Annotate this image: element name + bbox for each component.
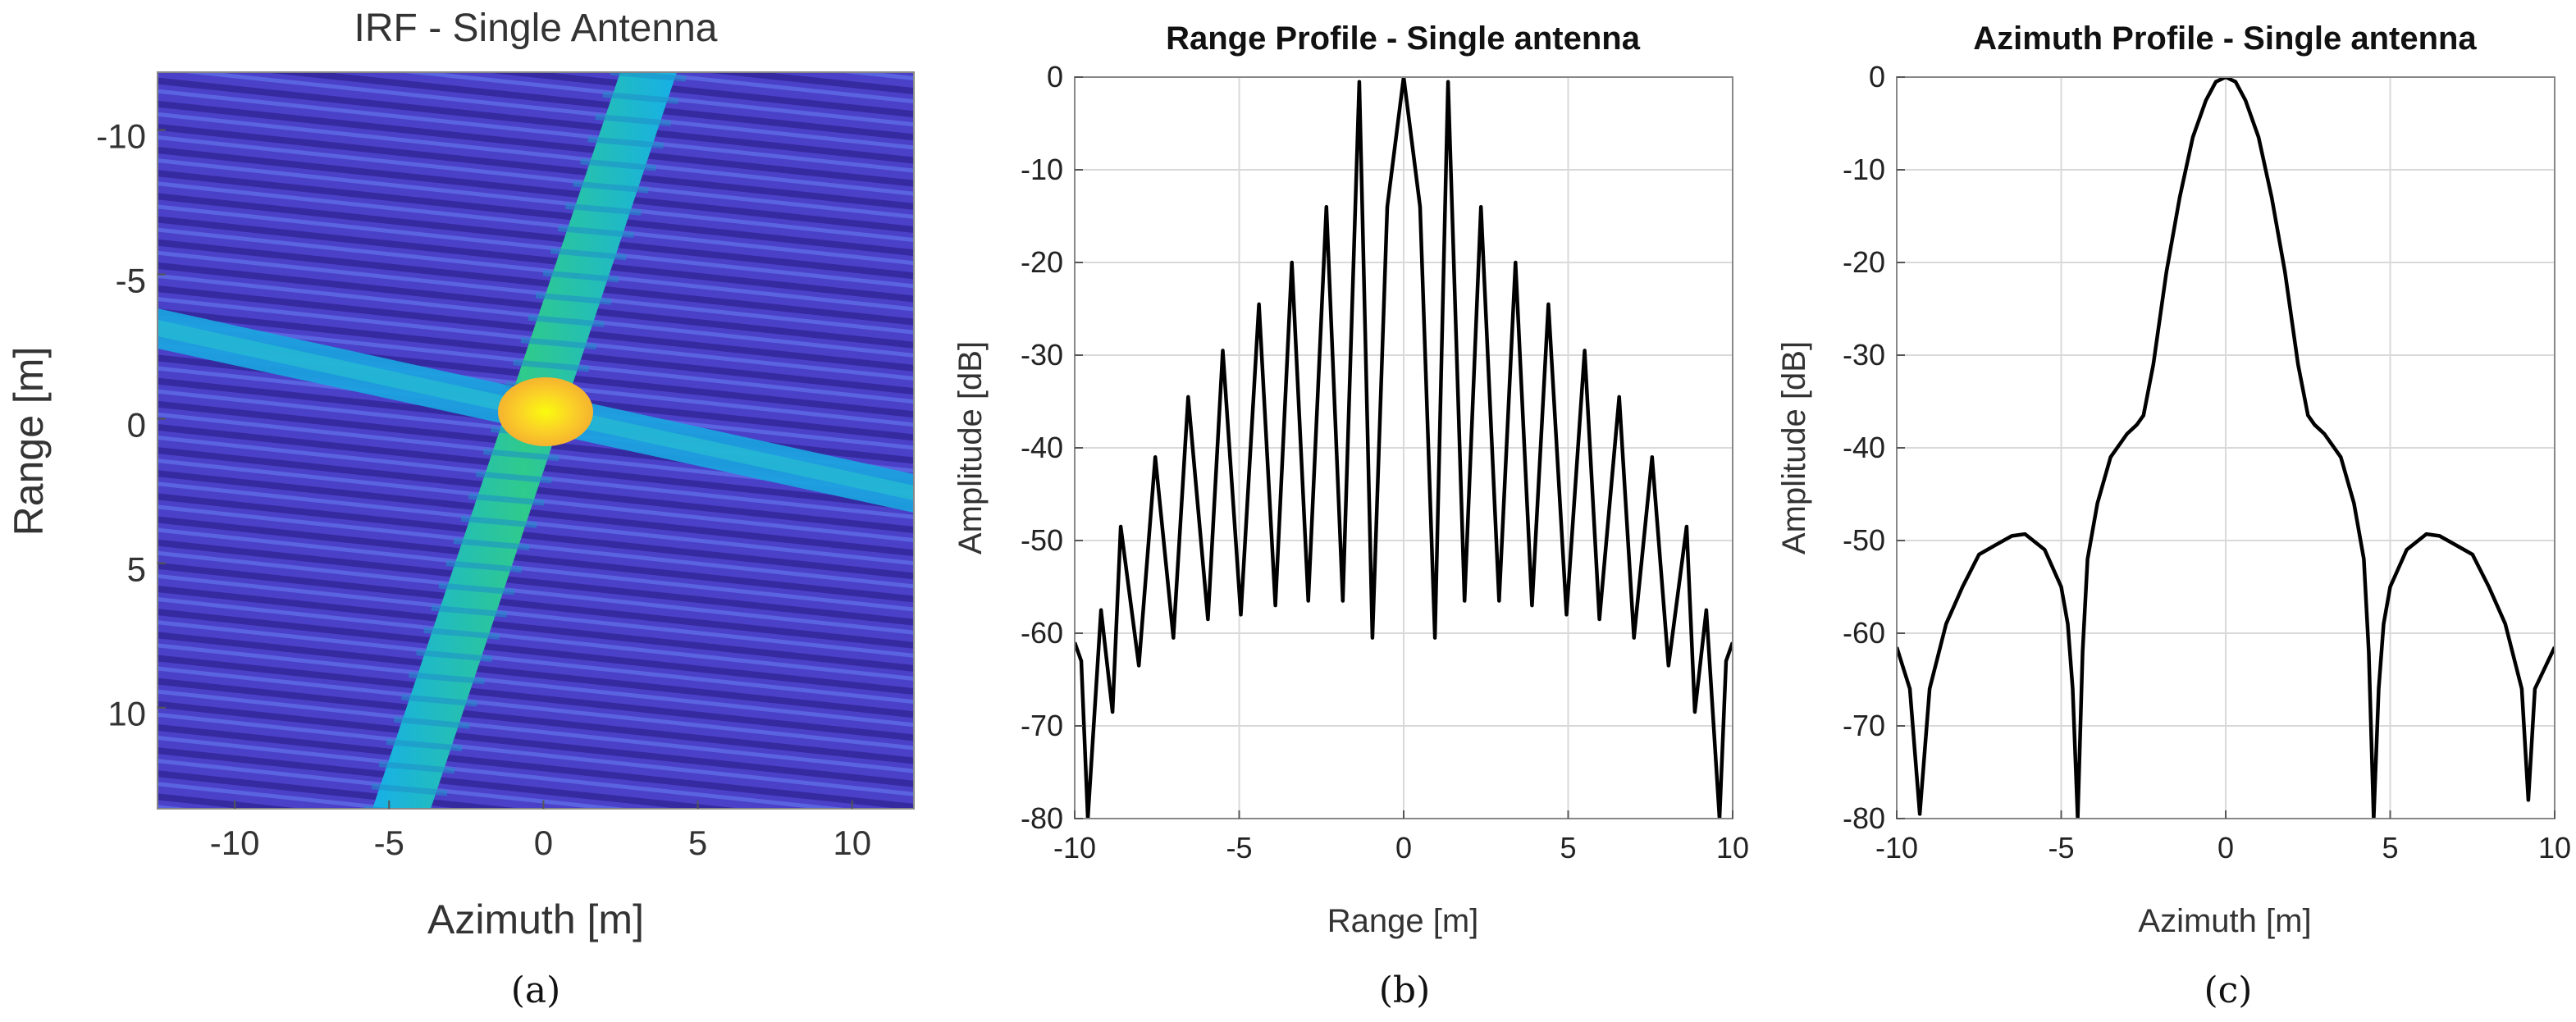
ridge-band [580, 158, 656, 171]
y-tick-label: 0 [1869, 60, 1885, 94]
x-tick-label: 10 [833, 824, 871, 862]
ridge-band [394, 716, 470, 729]
ridge-band [595, 113, 672, 126]
x-tick-label: 5 [688, 824, 707, 862]
ridge-band [550, 248, 627, 261]
panel-a-ylabel: Range [m] [6, 347, 52, 536]
y-tick-label: -50 [1021, 523, 1063, 557]
panel-c-title: Azimuth Profile - Single antenna [1973, 21, 2477, 57]
ridge-band [386, 738, 463, 751]
panel-c-ylabel: Amplitude [dB] [1776, 341, 1812, 554]
x-tick-label: 5 [2382, 831, 2398, 865]
y-tick-label: -10 [1843, 153, 1885, 186]
ridge-band [483, 449, 560, 462]
panel-c-xlabel: Azimuth [m] [2138, 903, 2311, 939]
y-tick-label: -70 [1021, 709, 1063, 742]
ridge-band [416, 650, 492, 663]
y-tick-label: 0 [1047, 60, 1063, 94]
azimuth-profile-line [1897, 77, 2555, 819]
y-tick-label: -70 [1843, 709, 1885, 742]
y-tick-label: 5 [127, 550, 146, 589]
ridge-band [409, 672, 485, 685]
y-tick-label: -80 [1843, 801, 1885, 835]
panel-b-title: Range Profile - Single antenna [1166, 21, 1641, 57]
panel-a-title: IRF - Single Antenna [354, 7, 718, 50]
y-tick-label: -30 [1021, 338, 1063, 372]
y-tick-label: -50 [1843, 523, 1885, 557]
panel-b-ylabel: Amplitude [dB] [952, 341, 989, 554]
x-tick-label: 0 [2217, 831, 2234, 865]
ridge-band [528, 314, 605, 327]
ridge-band [610, 72, 687, 82]
x-tick-label: 0 [1395, 831, 1412, 865]
x-tick-label: 5 [1560, 831, 1576, 865]
y-tick-label: -20 [1843, 245, 1885, 279]
y-tick-label: 0 [127, 406, 146, 445]
y-tick-label: -40 [1021, 431, 1063, 464]
x-tick-label: -10 [210, 824, 260, 862]
range-profile-line [1075, 77, 1733, 819]
panel-b-grid [1074, 76, 1733, 819]
y-tick-label: -60 [1021, 616, 1063, 650]
ridge-band [587, 136, 665, 149]
x-tick-label: -5 [2048, 831, 2074, 865]
ridge-band [476, 471, 552, 484]
y-tick-label: -60 [1843, 616, 1885, 650]
ridge-band [453, 537, 530, 550]
x-tick-label: 10 [2538, 831, 2571, 865]
panel-b-caption: (b) [1379, 970, 1431, 1011]
x-tick-label: -5 [374, 824, 404, 862]
ridge-band [401, 694, 477, 707]
ridge-band [542, 270, 619, 283]
x-tick-label: -10 [1053, 831, 1096, 865]
ridge-band [520, 337, 597, 350]
ridge-band [364, 805, 398, 809]
ridge-band [371, 783, 448, 796]
x-tick-label: -5 [1226, 831, 1252, 865]
y-tick-label: -20 [1021, 245, 1063, 279]
ridge-band [602, 91, 679, 104]
panel-c-grid [1896, 76, 2555, 819]
ridge-band [460, 515, 537, 528]
ridge-band [378, 761, 455, 774]
heatmap-peak [498, 377, 593, 446]
ridge-band [438, 582, 515, 595]
y-tick-label: -5 [116, 262, 146, 300]
ridge-band [565, 203, 642, 216]
y-tick-label: -30 [1843, 338, 1885, 372]
panel-a: IRF - Single Antenna -10 -5 0 5 10-10-50510 … [6, 7, 915, 1011]
panel-c: Azimuth Profile - Single antenna -10 -5 0 5… [1776, 21, 2571, 1011]
y-tick-label: 10 [107, 695, 146, 733]
ridge-band [573, 180, 649, 194]
heatmap-image [158, 72, 914, 809]
ridge-band [558, 225, 634, 238]
x-tick-label: 10 [1716, 831, 1749, 865]
ridge-band [535, 292, 612, 305]
panel-b-xlabel: Range [m] [1327, 903, 1479, 939]
ridge-band [445, 560, 523, 573]
panel-b: Range Profile - Single antenna -10 -5 0 5 10… [952, 21, 1749, 1011]
ridge-band [468, 493, 545, 506]
panel-c-caption: (c) [2204, 970, 2253, 1011]
ridge-band [423, 627, 500, 640]
y-tick-label: -40 [1843, 431, 1885, 464]
y-tick-label: -80 [1021, 801, 1063, 835]
panel-a-xlabel: Azimuth [m] [427, 897, 644, 942]
y-tick-label: -10 [1021, 153, 1063, 186]
x-tick-label: 0 [534, 824, 553, 862]
panel-a-caption: (a) [511, 970, 561, 1011]
x-tick-label: -10 [1875, 831, 1918, 865]
ridge-band [513, 359, 590, 372]
ridge-band [431, 605, 508, 618]
y-tick-label: -10 [96, 116, 146, 155]
